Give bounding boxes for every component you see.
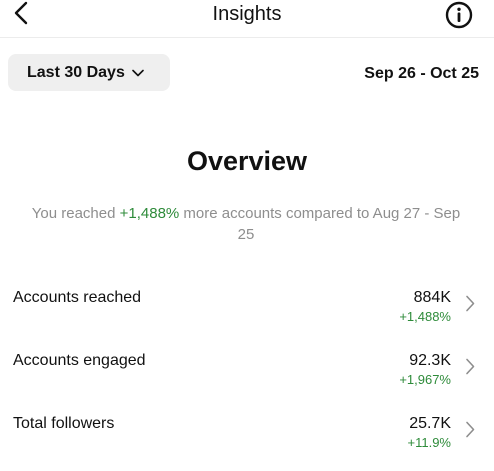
- metric-change: +1,488%: [399, 309, 451, 324]
- chevron-right-icon: [466, 295, 475, 312]
- summary-prefix: You reached: [31, 205, 120, 222]
- metric-row-accounts-reached[interactable]: Accounts reached 884K +1,488%: [0, 289, 494, 345]
- chevron-right-icon: [466, 421, 475, 438]
- metric-change: +11.9%: [407, 435, 452, 450]
- summary-suffix: more accounts compared to Aug 27 - Sep 2…: [179, 205, 461, 243]
- chevron-left-icon: [14, 1, 28, 25]
- overview-heading: Overview: [186, 146, 308, 176]
- metric-row-total-followers[interactable]: Total followers 25.7K +11.9%: [0, 415, 494, 471]
- info-button[interactable]: [445, 1, 473, 29]
- metric-label: Accounts reached: [13, 289, 142, 306]
- metric-value: 884K: [413, 289, 451, 306]
- date-range-text: Sep 26 - Oct 25: [364, 65, 479, 82]
- summary-highlight: +1,488%: [119, 205, 180, 222]
- metric-change: +1,967%: [399, 372, 451, 387]
- page-title: Insights: [212, 3, 282, 25]
- chevron-down-icon: [132, 69, 144, 76]
- chevron-right-icon: [466, 358, 475, 375]
- top-bar: Insights: [0, 0, 494, 38]
- metric-row-accounts-engaged[interactable]: Accounts engaged 92.3K +1,967%: [0, 352, 494, 408]
- metric-value: 92.3K: [409, 352, 451, 369]
- overview-summary: You reached +1,488% more accounts compar…: [30, 203, 462, 245]
- date-range-dropdown[interactable]: Last 30 Days: [8, 54, 170, 91]
- metric-label: Total followers: [13, 415, 115, 432]
- info-icon: [445, 1, 473, 29]
- date-range-label: Last 30 Days: [27, 63, 125, 81]
- metric-value: 25.7K: [409, 415, 451, 432]
- metric-label: Accounts engaged: [13, 352, 146, 369]
- back-button[interactable]: [10, 0, 36, 28]
